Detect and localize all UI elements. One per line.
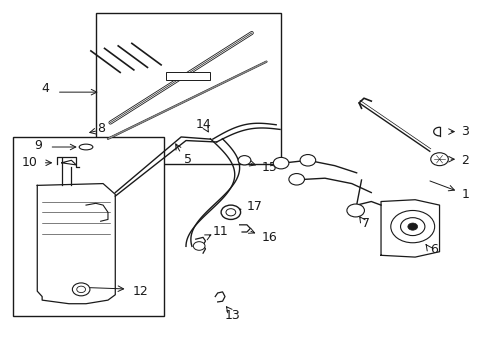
Polygon shape — [380, 200, 439, 257]
Text: 8: 8 — [97, 122, 104, 135]
Circle shape — [300, 154, 315, 166]
Text: 11: 11 — [212, 225, 228, 238]
Circle shape — [238, 156, 250, 165]
Text: 14: 14 — [195, 118, 210, 131]
Text: 16: 16 — [261, 231, 277, 244]
Text: 13: 13 — [224, 309, 240, 322]
Text: 10: 10 — [21, 156, 37, 169]
Text: 2: 2 — [461, 154, 468, 167]
Circle shape — [430, 153, 447, 166]
Circle shape — [400, 218, 424, 235]
Text: 5: 5 — [184, 153, 192, 166]
Text: 12: 12 — [132, 285, 148, 298]
Bar — [166, 72, 210, 80]
Circle shape — [72, 283, 90, 296]
Ellipse shape — [79, 144, 93, 150]
Text: 4: 4 — [41, 82, 49, 95]
Text: 3: 3 — [461, 125, 468, 138]
Bar — [13, 137, 163, 316]
Text: 7: 7 — [361, 216, 369, 230]
Circle shape — [221, 205, 240, 220]
Polygon shape — [37, 184, 115, 304]
Circle shape — [77, 286, 85, 293]
Text: 17: 17 — [246, 201, 262, 213]
Circle shape — [288, 174, 304, 185]
Circle shape — [273, 157, 288, 169]
Bar — [96, 13, 281, 164]
Circle shape — [346, 204, 364, 217]
Circle shape — [225, 209, 235, 216]
Circle shape — [390, 211, 434, 243]
Text: 1: 1 — [461, 188, 468, 201]
Circle shape — [193, 242, 204, 250]
Text: 9: 9 — [34, 139, 42, 152]
Text: 15: 15 — [261, 161, 277, 174]
Text: 6: 6 — [429, 243, 437, 256]
Circle shape — [407, 223, 417, 230]
